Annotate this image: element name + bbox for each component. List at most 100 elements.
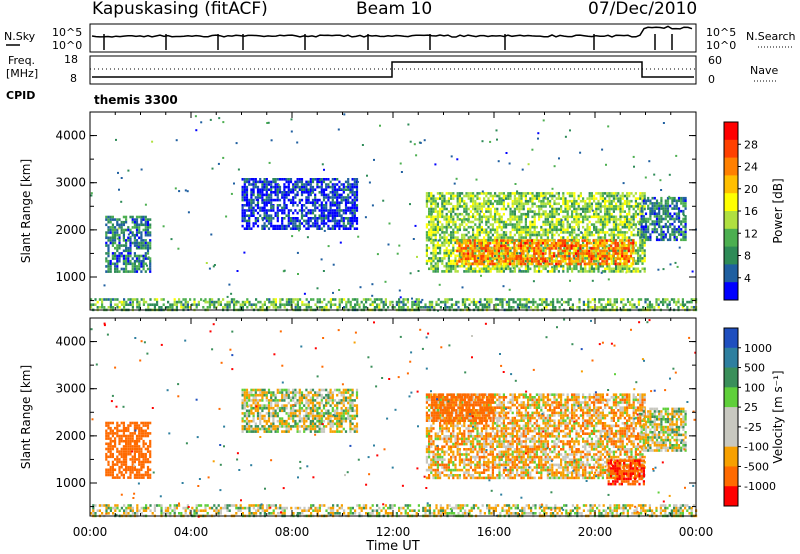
data-cell (595, 264, 598, 268)
data-cell (530, 260, 534, 263)
data-cell (241, 217, 244, 220)
data-cell (314, 188, 317, 191)
data-cell (497, 254, 501, 258)
data-cell (256, 180, 260, 184)
data-cell (456, 241, 459, 245)
data-cell (116, 231, 119, 234)
data-cell (502, 262, 505, 265)
data-cell (619, 199, 622, 203)
data-cell (516, 298, 519, 301)
data-cell (540, 212, 543, 216)
data-cell (557, 218, 560, 221)
data-cell (454, 212, 457, 216)
noise-cell (144, 203, 147, 206)
data-cell (325, 306, 328, 309)
data-cell (116, 298, 119, 301)
data-cell (612, 207, 615, 211)
data-cell (425, 231, 428, 234)
data-cell (608, 212, 611, 216)
data-cell (590, 252, 593, 255)
data-cell (233, 306, 236, 309)
data-cell (533, 228, 536, 232)
data-cell (608, 249, 611, 252)
data-cell (278, 224, 282, 228)
data-cell (647, 228, 650, 231)
data-cell (265, 196, 268, 199)
data-cell (619, 197, 622, 200)
data-cell (458, 257, 461, 261)
data-cell (675, 199, 678, 203)
data-cell (494, 228, 497, 232)
data-cell (593, 199, 596, 203)
data-cell (623, 218, 626, 221)
data-cell (522, 260, 525, 263)
data-cell (307, 198, 310, 202)
data-cell (577, 220, 580, 224)
data-cell (518, 205, 521, 208)
data-cell (144, 246, 147, 250)
data-cell (570, 260, 573, 263)
data-cell (336, 183, 339, 186)
data-cell (454, 249, 457, 252)
data-cell (684, 204, 687, 208)
data-cell (653, 222, 656, 226)
data-cell (511, 262, 514, 266)
data-cell (342, 185, 345, 189)
data-cell (619, 220, 622, 224)
data-cell (585, 249, 589, 253)
data-cell (398, 300, 401, 304)
data-cell (548, 249, 551, 253)
data-cell (129, 298, 132, 301)
data-cell (487, 233, 490, 237)
data-cell (149, 244, 152, 247)
data-cell (682, 209, 685, 213)
data-cell (347, 209, 350, 212)
data-cell (432, 233, 435, 237)
data-cell (546, 192, 549, 195)
data-cell (518, 236, 521, 239)
data-cell (476, 264, 479, 268)
data-cell (516, 192, 519, 195)
data-cell (272, 306, 275, 309)
noise-cell (298, 229, 300, 232)
data-cell (107, 218, 110, 221)
data-cell (307, 191, 310, 194)
data-cell (428, 228, 431, 232)
data-cell (606, 246, 609, 250)
data-cell (281, 217, 284, 220)
data-cell (246, 306, 249, 309)
data-cell (107, 215, 110, 219)
data-cell (601, 249, 604, 253)
data-cell (256, 185, 260, 189)
data-cell (445, 202, 448, 206)
data-cell (553, 202, 556, 206)
data-cell (513, 267, 516, 271)
data-cell (615, 202, 618, 206)
data-cell (637, 257, 640, 260)
data-cell (287, 188, 290, 191)
freq-label-2: [MHz] (6, 67, 38, 80)
data-cell (149, 223, 152, 227)
data-cell (491, 246, 494, 250)
data-cell (538, 199, 541, 203)
data-cell (558, 306, 561, 309)
data-cell (140, 254, 143, 258)
data-cell (568, 239, 571, 242)
data-cell (664, 222, 667, 226)
data-cell (467, 262, 470, 266)
data-cell (125, 220, 128, 224)
data-cell (298, 222, 301, 225)
data-cell (536, 306, 539, 309)
data-cell (612, 225, 615, 229)
data-cell (274, 227, 277, 230)
data-cell (334, 298, 337, 301)
data-cell (472, 236, 475, 239)
data-cell (331, 185, 334, 189)
data-cell (634, 197, 637, 200)
data-cell (571, 225, 574, 229)
data-cell (344, 196, 348, 199)
noise-cell (459, 256, 462, 259)
data-cell (309, 188, 312, 191)
data-cell (677, 233, 681, 236)
data-cell (461, 238, 464, 242)
